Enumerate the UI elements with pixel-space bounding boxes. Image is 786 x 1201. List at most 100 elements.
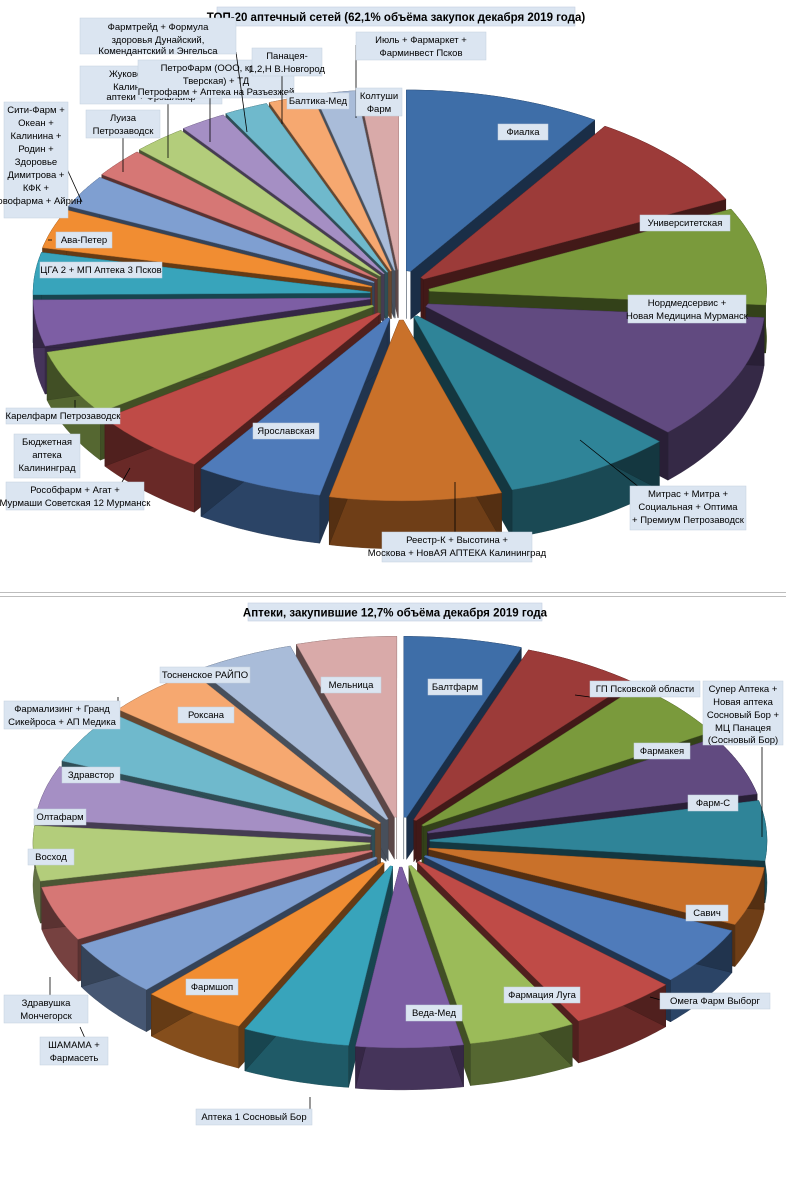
label-box [355,31,487,61]
label-box [33,808,87,826]
slice-label-text: Университетская [648,218,723,229]
slice-label-text: Колтуши Фарм [360,91,398,115]
slice-label-text: Балтика-Мед [289,96,348,107]
slice-label-text: Веда-Мед [412,1008,456,1019]
slice-label-8: Фармация Луга [503,986,581,1004]
slice-label-14: Восход [27,848,75,866]
chart-title-box [216,6,576,27]
slice-label-text: Фармакея [640,746,684,757]
slice-label-text: Омега Фарм Выборг [670,996,761,1007]
slice-label-text: Здравстор [68,770,114,781]
slice-10 [355,866,464,1091]
label-box [497,123,549,141]
slice-label-15: Олтафарм [33,808,87,826]
leader-line [121,467,131,483]
leader-line [579,439,641,489]
slice-label-8: Бюджетная аптека Калининград [13,433,81,479]
chart-panel-top: ТОП-20 аптечный сетей (62,1% объёма заку… [0,0,786,593]
chart-panel-bottom: Аптеки, закупившие 12,7% объёма декабря … [0,596,786,1201]
label-box [687,794,739,812]
slice-label-text: Ярославская [257,426,315,437]
slice-label-text: Восход [35,852,67,863]
slice-label-text: Савич [693,908,721,919]
label-box [79,17,237,55]
label-box [320,676,382,694]
label-box [639,214,731,232]
slice-label-5: Супер Аптека + Новая аптека Сосновый Бор +… [702,680,784,837]
slice-label-text: Олтафарм [36,812,83,823]
slice-label-3: Фармакея [633,742,691,760]
slice-label-2: Университетская [639,214,731,232]
slice-label-text: Здравушка Мончегорск [20,998,72,1022]
slice-label-9: Веда-Мед [405,1004,463,1022]
label-box [5,481,145,511]
label-box [39,1036,109,1066]
slice-label-9: Карелфарм Петрозаводск [6,400,122,425]
slice-label-text: Фарм-С [696,798,730,809]
label-box [177,706,235,724]
chart-title: Аптеки, закупившие 12,7% объёма декабря … [243,608,548,620]
pie-chart-top: ТОП-20 аптечный сетей (62,1% объёма заку… [0,6,767,563]
slice-label-11: Ава-Петер [48,231,113,249]
slice-label-text: Фиалка [506,127,540,138]
leader-line [235,51,248,133]
slice-label-text: Реестр-К + Высотина + Москова + НовАЯ АПТ… [368,535,547,559]
slice-label-7: Омега Фарм Выборг [649,992,771,1010]
slice-label-12: Сити-Фарм + Океан + Калинина + Родин + Здоро… [0,101,83,219]
chart-title: ТОП-20 аптечный сетей (62,1% объёма заку… [207,12,586,24]
slice-label-4: Митрас + Митра + Социальная + Оптима + Пре… [579,439,747,531]
label-box [427,678,483,696]
label-box [27,848,75,866]
slice-label-text: Роксана [188,710,225,721]
label-box [159,666,251,684]
slice-label-13: Луиза Петрозаводск [85,109,161,172]
slice-label-text: Панацея-1,2,Н В.Новгород [249,51,325,75]
label-box [405,1004,463,1022]
slice-label-text: Балтфарм [432,682,478,693]
slice-label-16: Здравстор [61,766,121,784]
slice-label-text: ШАМАМА + Фармасеть [48,1040,100,1064]
label-box [195,1108,313,1126]
label-box [629,485,747,531]
label-box [381,531,533,563]
slice-label-text: Митрас + Митра + Социальная + Оптима + Пре… [632,489,745,526]
slice-label-text: Ава-Петер [61,235,107,246]
pie-chart-bottom: Аптеки, закупившие 12,7% объёма декабря … [3,602,784,1126]
slice-label-text: ПетроФарм (ООО, кроме Тверская) + ТД Петро… [138,63,295,98]
label-box [627,294,747,324]
label-box [185,978,239,996]
label-box [85,109,161,139]
slice-label-text: Супер Аптека + Новая аптека Сосновый Бор +… [707,684,780,746]
slice-label-16: Фармтрейд + Формула здоровья Дунайский, Ко… [79,17,248,133]
label-box [3,101,69,219]
slice-label-10: Аптека 1 Сосновый Бор [195,1097,313,1126]
slice-label-2: ГП Псковской области [574,680,701,698]
slice-label-20: Мельница [320,676,382,694]
label-box [659,992,771,1010]
slice-label-text: ГП Псковской области [596,684,694,695]
chart-title-box [247,602,543,622]
leader-line [574,694,591,698]
slice-label-4: Фарм-С [687,794,739,812]
slice-label-text: Рособфарм + Агат + Мурмаши Советская 12 М… [0,485,151,509]
slice-label-text: Карелфарм Петрозаводск [6,411,122,422]
slice-label-19: Тосненское РАЙПО [159,666,251,684]
slice-label-text: ЦГА 2 + МП Аптека 3 Псков [40,265,161,276]
label-box [3,994,89,1024]
slice-label-text: Нордмедсервис + Новая Медицина Мурманск [626,298,749,322]
slice-label-17: Фармализинг + Гранд Сикейроса + АП Медика [3,697,121,730]
slice-label-text: Фармализинг + Гранд Сикейроса + АП Медика [8,704,116,728]
label-box [286,92,350,110]
slice-label-1: Балтфарм [427,678,483,696]
slice-label-6: Ярославская [252,422,320,440]
label-box [702,680,784,746]
label-box [39,261,163,279]
label-box [252,422,320,440]
slice-label-13: Здравушка Мончегорск [3,977,89,1024]
slice-label-text: Сити-Фарм + Океан + Калинина + Родин + Здоро… [0,105,81,207]
label-box [633,742,691,760]
slice-label-11: Фармшоп [185,978,239,996]
slice-label-text: Луиза Петрозаводск [93,113,155,137]
label-box [685,904,729,922]
label-box [503,986,581,1004]
